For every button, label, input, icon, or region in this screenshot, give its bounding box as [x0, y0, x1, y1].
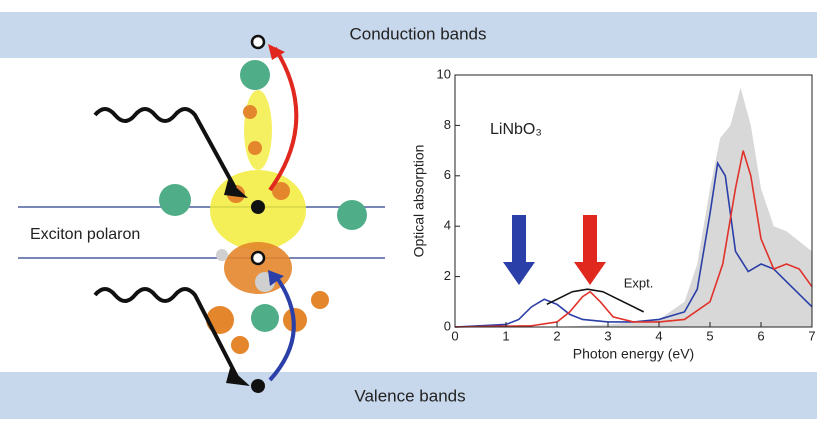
transition-arrows — [503, 215, 606, 285]
y-tick-label: 2 — [444, 268, 451, 283]
x-tick-label: 4 — [655, 328, 662, 343]
y-axis-label: Optical absorption — [411, 145, 427, 258]
x-tick-label: 6 — [757, 328, 764, 343]
area — [455, 87, 812, 327]
y-tick-label: 4 — [444, 218, 451, 233]
x-tick-label: 5 — [706, 328, 713, 343]
band-label: Conduction bands — [349, 24, 486, 43]
band-label: Valence bands — [354, 386, 465, 405]
x-axis-label: Photon energy (eV) — [573, 346, 694, 362]
plot-frame — [454, 74, 813, 328]
line — [454, 150, 813, 328]
series-label: Expt. — [624, 275, 654, 290]
x-tick-label: 0 — [451, 328, 458, 343]
x-tick-label: 2 — [553, 328, 560, 343]
x-tick-label: 7 — [808, 328, 815, 343]
y-tick-label: 10 — [437, 66, 451, 81]
annotation: LiNbO₃ — [490, 121, 542, 138]
x-tick-label: 3 — [604, 328, 611, 343]
y-tick-label: 6 — [444, 167, 451, 182]
plot: Expt. 0 1 2 3 4 5 6 7 0 2 4 6 8 10 Photon energy (eV) Op… — [411, 66, 816, 361]
y-tick-label: 8 — [444, 117, 451, 132]
structure — [18, 34, 385, 393]
conduction-band — [0, 12, 817, 58]
x-tick-label: 1 — [502, 328, 509, 343]
exciton-label: Exciton polaron — [30, 226, 140, 243]
valence-band — [0, 372, 817, 419]
y-tick-label: 0 — [444, 318, 451, 333]
line — [454, 160, 813, 328]
line — [546, 288, 645, 313]
